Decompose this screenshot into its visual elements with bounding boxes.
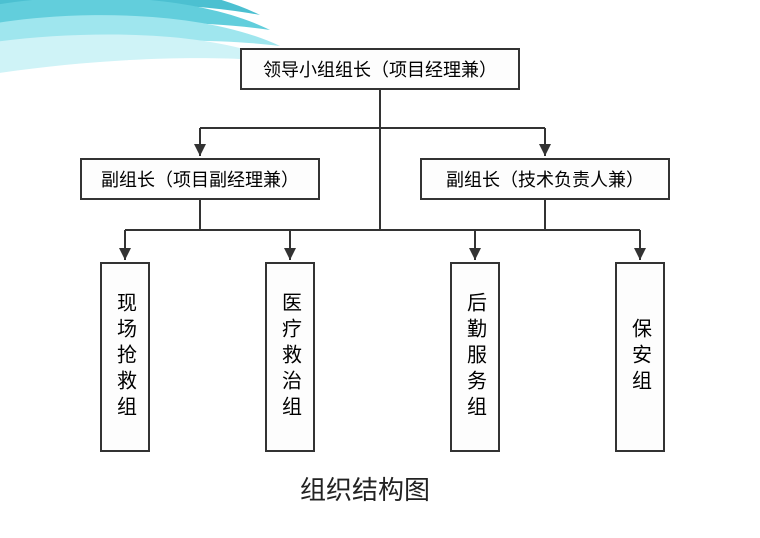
node-leaf-2: 医疗救治组 (265, 262, 315, 452)
node-leaf-1-label: 现场抢救组 (111, 292, 140, 422)
node-leaf-2-label: 医疗救治组 (276, 292, 305, 422)
caption-text: 组织结构图 (300, 476, 430, 505)
node-leaf-4: 保安组 (615, 262, 665, 452)
node-mid-left-label: 副组长（项目副经理兼） (101, 166, 299, 192)
caption: 组织结构图 (300, 470, 430, 507)
node-top: 领导小组组长（项目经理兼） (240, 48, 520, 90)
node-leaf-3-label: 后勤服务组 (461, 292, 490, 422)
node-leaf-4-label: 保安组 (626, 318, 655, 396)
node-mid-right-label: 副组长（技术负责人兼） (446, 166, 644, 192)
node-leaf-1: 现场抢救组 (100, 262, 150, 452)
decorative-wisps (0, 0, 280, 120)
node-top-label: 领导小组组长（项目经理兼） (263, 56, 497, 82)
node-mid-right: 副组长（技术负责人兼） (420, 158, 670, 200)
node-mid-left: 副组长（项目副经理兼） (80, 158, 320, 200)
node-leaf-3: 后勤服务组 (450, 262, 500, 452)
